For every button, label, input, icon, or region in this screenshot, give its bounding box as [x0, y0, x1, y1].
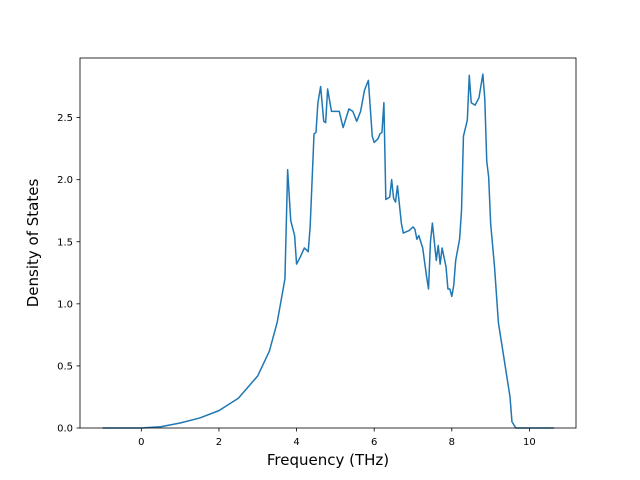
y-tick-label: 2.5 [57, 113, 73, 124]
x-tick-label: 4 [293, 437, 299, 448]
x-tick-label: 2 [216, 437, 222, 448]
x-axis-label: Frequency (THz) [267, 451, 389, 469]
x-tick-label: 10 [523, 437, 536, 448]
x-tick-label: 6 [371, 437, 377, 448]
data-line [102, 73, 554, 429]
y-tick-label: 0.5 [57, 361, 73, 372]
x-tick-label: 8 [449, 437, 455, 448]
plot-frame [79, 57, 577, 429]
y-tick-label: 2.0 [57, 175, 73, 186]
y-tick-label: 1.0 [57, 299, 73, 310]
x-tick-label: 0 [138, 437, 144, 448]
y-axis-label: Density of States [24, 179, 42, 308]
y-tick-label: 1.5 [57, 237, 73, 248]
y-tick-label: 0.0 [57, 424, 73, 435]
